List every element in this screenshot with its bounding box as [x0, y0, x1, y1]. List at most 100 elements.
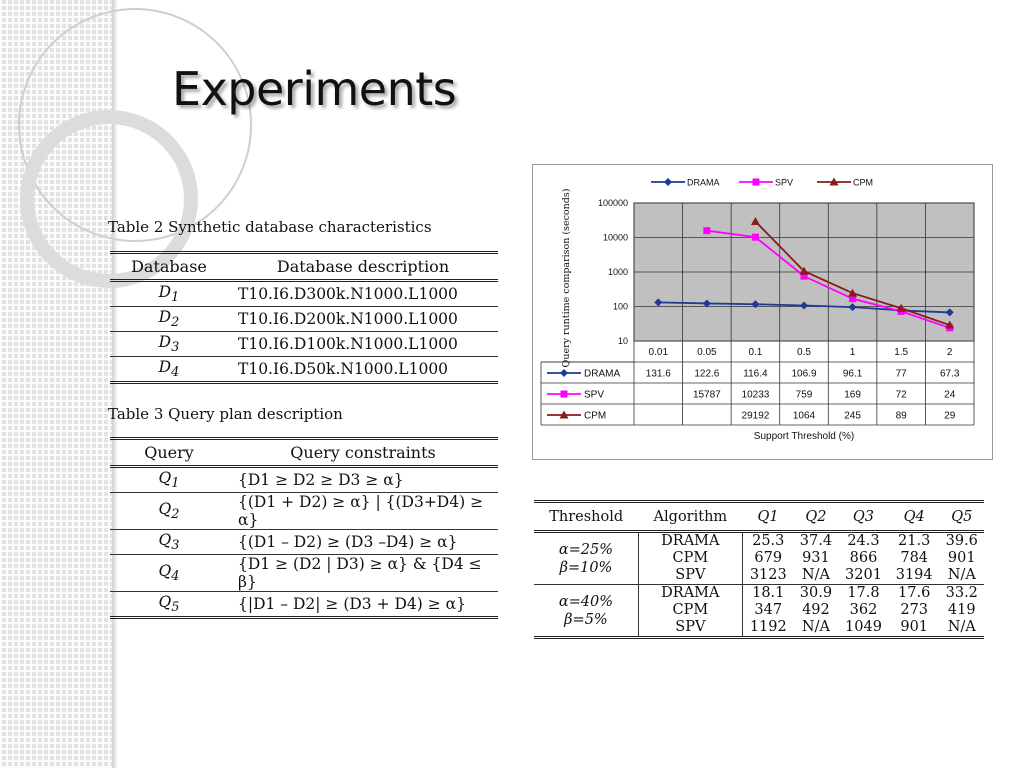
- data-point-drama: [654, 298, 663, 307]
- x-tick-label: 0.05: [697, 347, 717, 358]
- table2-db-cell: D2: [110, 306, 228, 332]
- results-row: CPM 347 492 362 273 419: [534, 602, 984, 619]
- query-subscript: 2: [171, 507, 180, 523]
- data-label: 1064: [793, 411, 816, 422]
- results-value-cell: 3123: [742, 567, 794, 585]
- data-point-spv: [751, 233, 759, 241]
- results-value-cell: 3194: [888, 567, 940, 585]
- results-value-cell: 3201: [838, 567, 889, 585]
- table2-db-cell: D1: [110, 280, 228, 307]
- results-header-2: Q1: [742, 500, 794, 533]
- results-value-cell: 18.1: [752, 585, 785, 601]
- table-series-name: SPV: [584, 390, 604, 401]
- results-value-cell: 37.4: [799, 533, 833, 549]
- data-label: 77: [896, 369, 908, 380]
- table3-query-cell: Q4: [110, 554, 228, 592]
- results-value-cell: 931: [802, 550, 830, 566]
- results-value-cell: N/A: [939, 567, 984, 585]
- results-header-0: Threshold: [534, 500, 639, 533]
- table2-desc-cell: T10.I6.D200k.N1000.L1000: [228, 306, 498, 332]
- results-value-cell: 347: [754, 602, 783, 618]
- results-value-cell: 24.3: [847, 533, 880, 549]
- x-tick-label: 1.5: [894, 347, 908, 358]
- table-legend-marker-spv: [560, 390, 568, 398]
- data-label: 96.1: [843, 369, 863, 380]
- legend-label: SPV: [775, 178, 793, 188]
- legend-marker-spv: [752, 178, 760, 186]
- db-subscript: 4: [171, 365, 180, 381]
- db-subscript: 3: [171, 340, 180, 356]
- data-point-spv: [800, 272, 808, 280]
- threshold-alpha: α=40%: [558, 593, 614, 610]
- series-line-spv: [706, 229, 951, 329]
- data-point-drama: [751, 300, 760, 309]
- results-value-cell: 17.6: [898, 585, 931, 601]
- slide-title: Experiments: [172, 62, 457, 116]
- table3-query-cell: Q2: [110, 492, 228, 530]
- legend-marker-cpm: [829, 177, 839, 186]
- results-value-cell: 39.6: [945, 533, 978, 549]
- results-threshold-cell: α=25% β=10%: [534, 531, 639, 585]
- table2-db-cell: D3: [110, 331, 228, 357]
- table3-row: Q3 {(D1 – D2) ≥ (D3 –D4) ≥ α}: [110, 529, 498, 555]
- db-letter: D: [158, 307, 172, 326]
- table3-query-cell: Q1: [110, 466, 228, 493]
- y-tick-label: 100000: [598, 198, 628, 208]
- table2-header-database: Database: [110, 251, 228, 282]
- query-letter: Q: [158, 530, 172, 549]
- threshold-beta: β=10%: [559, 559, 613, 576]
- results-header-5: Q4: [888, 500, 940, 533]
- table-legend-marker-drama: [560, 369, 568, 377]
- runtime-chart-svg: 100000 10000 1000 100 10 Query runtime compar…: [540, 177, 975, 442]
- data-point-cpm: [750, 216, 760, 225]
- results-row: α=40% β=5% DRAMA 18.1 30.9 17.8 17.6 33.2: [534, 584, 984, 639]
- query-subscript: 5: [171, 600, 180, 616]
- results-algorithm-cell: SPV: [638, 619, 743, 639]
- data-label: 72: [896, 390, 908, 401]
- query-subscript: 3: [171, 538, 180, 554]
- table3-query-cell: Q5: [110, 591, 228, 619]
- results-header-1: Algorithm: [638, 500, 743, 533]
- table3-constraint-cell: {D1 ≥ D2 ≥ D3 ≥ α}: [228, 466, 498, 493]
- table3-header-query: Query: [110, 437, 228, 468]
- results-value-cell: 17.8: [847, 585, 880, 601]
- y-tick-label: 1000: [608, 267, 628, 277]
- query-subscript: 1: [171, 476, 180, 492]
- data-point-spv: [703, 227, 711, 235]
- results-value-cell: 21.3: [898, 533, 931, 549]
- results-value-cell: 33.2: [945, 585, 978, 601]
- query-letter: Q: [158, 499, 172, 518]
- results-row: CPM 679 931 866 784 901: [534, 550, 984, 567]
- data-label: 67.3: [940, 369, 960, 380]
- data-point-spv: [849, 295, 857, 303]
- data-point-cpm: [945, 320, 955, 329]
- results-value-cell: 1049: [838, 619, 889, 639]
- db-letter: D: [158, 357, 172, 376]
- data-label: 29: [944, 411, 956, 422]
- results-row: SPV 3123 N/A 3201 3194 N/A: [534, 567, 984, 585]
- y-axis-label: Query runtime comparison (seconds): [561, 189, 572, 368]
- data-point-cpm: [848, 288, 858, 297]
- data-label: 116.4: [743, 369, 768, 380]
- data-label: 10233: [742, 390, 770, 401]
- table3-constraint-cell: {(D1 – D2) ≥ (D3 –D4) ≥ α}: [228, 529, 498, 555]
- results-algorithm-cell: CPM: [638, 602, 743, 619]
- y-tick-label: 10: [618, 336, 628, 346]
- results-table: Threshold Algorithm Q1 Q2 Q3 Q4 Q5 α=25% β=10% D…: [534, 500, 984, 639]
- results-value-cell: 25.3: [752, 533, 785, 549]
- results-row: SPV 1192 N/A 1049 901 N/A: [534, 619, 984, 639]
- table3-query-cell: Q3: [110, 529, 228, 555]
- table3-constraint-cell: {|D1 – D2| ≥ (D3 + D4) ≥ α}: [228, 591, 498, 619]
- results-value-cell: N/A: [793, 567, 839, 585]
- table2: Database Database description D1 T10.I6.D…: [110, 251, 498, 384]
- legend-label: CPM: [853, 178, 873, 188]
- table2-desc-cell: T10.I6.D100k.N1000.L1000: [228, 331, 498, 357]
- legend-label: DRAMA: [687, 178, 720, 188]
- query-letter: Q: [158, 592, 172, 611]
- results-value-cell: 492: [802, 602, 830, 618]
- results-value-cell: 679: [754, 550, 783, 566]
- data-label: 89: [896, 411, 908, 422]
- data-label: 169: [844, 390, 861, 401]
- results-algorithm-cell: DRAMA: [638, 531, 743, 550]
- x-tick-label: 0.01: [649, 347, 669, 358]
